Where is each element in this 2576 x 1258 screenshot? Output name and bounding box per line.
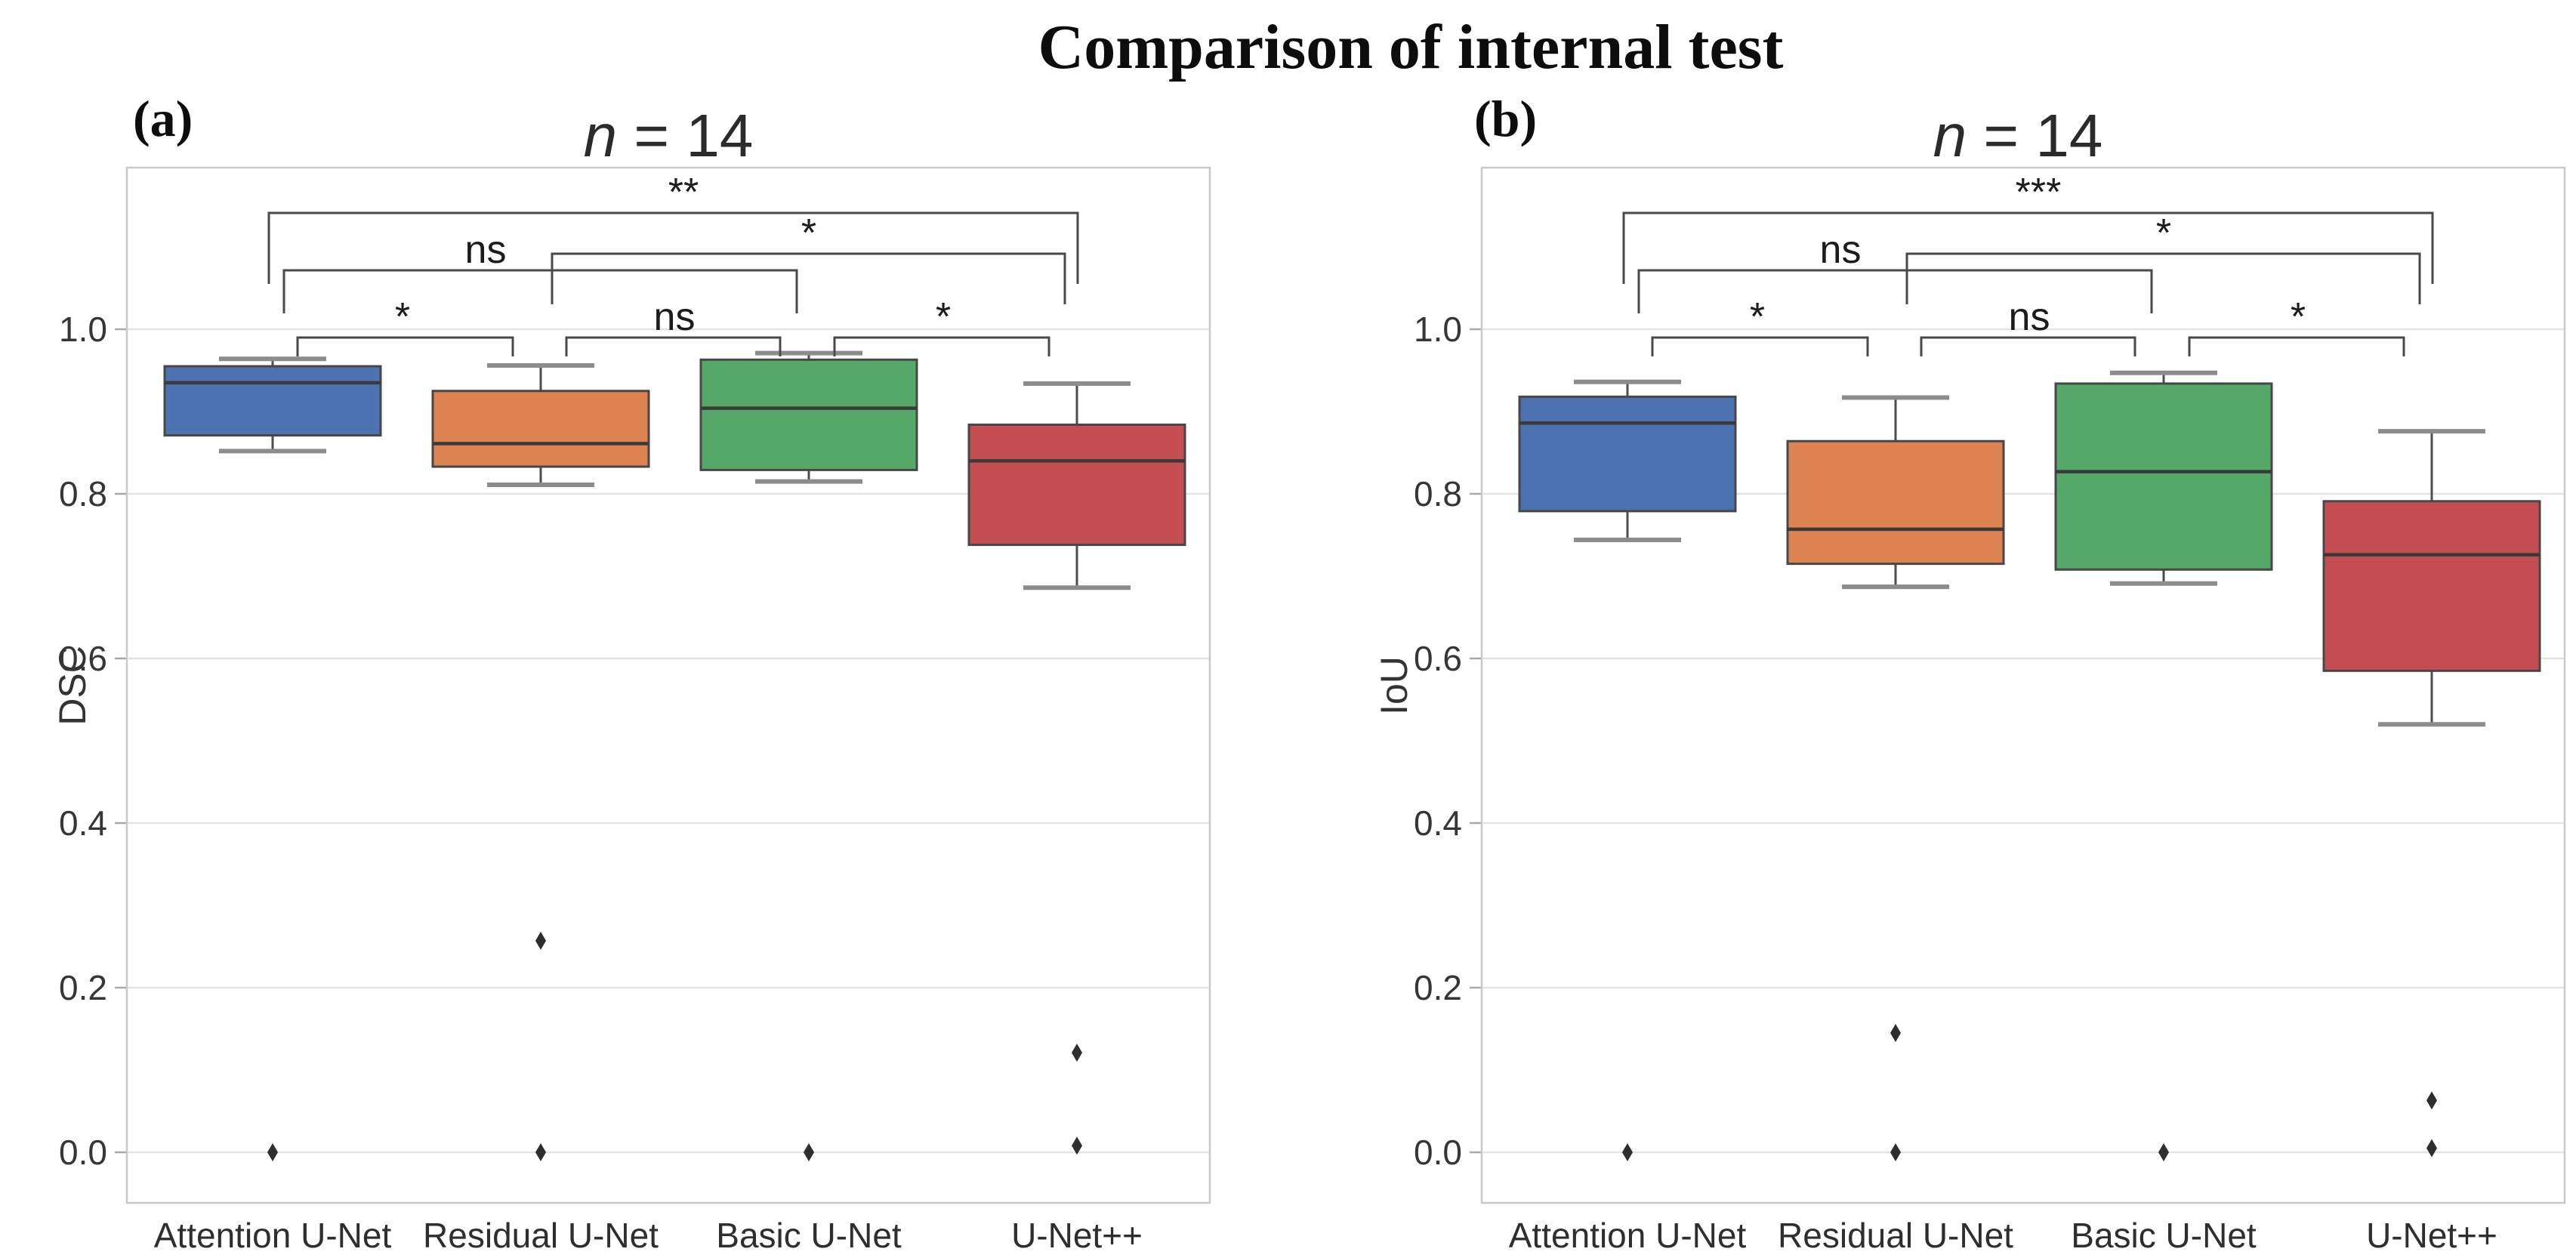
significance-label: ns xyxy=(465,228,507,272)
outlier-point xyxy=(2426,1139,2437,1158)
box-Attention U-Net xyxy=(1518,395,1737,513)
outlier-point xyxy=(2158,1143,2169,1161)
significance-label: *** xyxy=(2016,171,2062,214)
significance-bracket xyxy=(1637,269,2153,313)
panel-b-title-var: n xyxy=(1933,102,1967,169)
box-Attention U-Net xyxy=(163,365,382,437)
box-Basic U-Net xyxy=(2054,382,2273,571)
y-tick-label: 0.2 xyxy=(1414,968,1462,1007)
y-tick-label: 1.0 xyxy=(1414,310,1462,349)
x-tick-label: Residual U-Net xyxy=(423,1216,659,1255)
box-U-Net++ xyxy=(2322,500,2541,672)
x-tick-label: Basic U-Net xyxy=(2071,1216,2257,1255)
x-tick-label: Attention U-Net xyxy=(1509,1216,1747,1255)
x-tick-label: U-Net++ xyxy=(2366,1216,2497,1255)
significance-bracket xyxy=(1651,336,1869,356)
panel-b-title: n = 14 xyxy=(1933,106,2103,166)
x-tick-label: Attention U-Net xyxy=(154,1216,392,1255)
y-tick-label: 0.8 xyxy=(59,474,107,513)
y-tick-label: 0.2 xyxy=(59,968,107,1007)
y-tick-label: 0.6 xyxy=(59,639,107,678)
x-tick-label: Residual U-Net xyxy=(1778,1216,2013,1255)
panel-a-letter: (a) xyxy=(133,90,193,147)
panel-a-title-var: n xyxy=(583,102,618,169)
y-tick-label: 0.0 xyxy=(1414,1133,1462,1172)
x-tick-label: Basic U-Net xyxy=(716,1216,902,1255)
significance-label: ns xyxy=(654,295,696,339)
panel-b-letter: (b) xyxy=(1474,90,1538,147)
y-tick-label: 1.0 xyxy=(59,310,107,349)
panel-a-title: n = 14 xyxy=(584,106,754,166)
significance-bracket xyxy=(1905,252,2421,304)
significance-bracket xyxy=(833,336,1050,356)
panel-a-title-rest: = 14 xyxy=(617,102,754,169)
y-tick-label: 0.4 xyxy=(1414,803,1462,843)
y-tick-label: 0.6 xyxy=(1414,639,1462,678)
outlier-point xyxy=(1622,1143,1633,1161)
outlier-point xyxy=(1890,1143,1901,1161)
outlier-point xyxy=(1072,1044,1082,1062)
significance-label: ** xyxy=(668,171,699,214)
significance-label: * xyxy=(395,295,410,339)
panel-b-title-rest: = 14 xyxy=(1967,102,2103,169)
outlier-point xyxy=(1072,1136,1082,1155)
significance-label: * xyxy=(936,295,951,339)
significance-label: * xyxy=(2291,295,2306,339)
box-U-Net++ xyxy=(967,423,1186,547)
significance-bracket xyxy=(282,269,798,313)
box-Residual U-Net xyxy=(431,390,650,468)
significance-bracket xyxy=(1920,336,2136,356)
significance-label: ns xyxy=(1820,228,1862,272)
significance-bracket xyxy=(565,336,782,356)
outlier-point xyxy=(804,1143,814,1161)
outlier-point xyxy=(535,931,546,950)
figure-title: Comparison of internal test xyxy=(1038,12,1784,82)
y-tick-label: 0.4 xyxy=(59,803,107,843)
significance-bracket xyxy=(296,336,514,356)
significance-bracket xyxy=(1622,211,2434,284)
outlier-point xyxy=(1890,1023,1901,1042)
box-Basic U-Net xyxy=(699,358,918,471)
significance-bracket xyxy=(267,211,1079,284)
significance-label: * xyxy=(2156,211,2171,255)
significance-label: * xyxy=(801,211,816,255)
y-tick-label: 0.8 xyxy=(1414,474,1462,513)
panel-border xyxy=(1480,166,2566,1204)
y-tick-label: 0.0 xyxy=(59,1133,107,1172)
outlier-point xyxy=(267,1143,278,1161)
outlier-point xyxy=(2426,1091,2437,1110)
x-tick-label: U-Net++ xyxy=(1011,1216,1143,1255)
significance-bracket xyxy=(2188,336,2405,356)
significance-label: * xyxy=(1750,295,1765,339)
outlier-point xyxy=(535,1143,546,1161)
significance-label: ns xyxy=(2009,295,2050,339)
panel-border xyxy=(125,166,1211,1204)
box-Residual U-Net xyxy=(1786,439,2005,566)
significance-bracket xyxy=(551,252,1066,304)
